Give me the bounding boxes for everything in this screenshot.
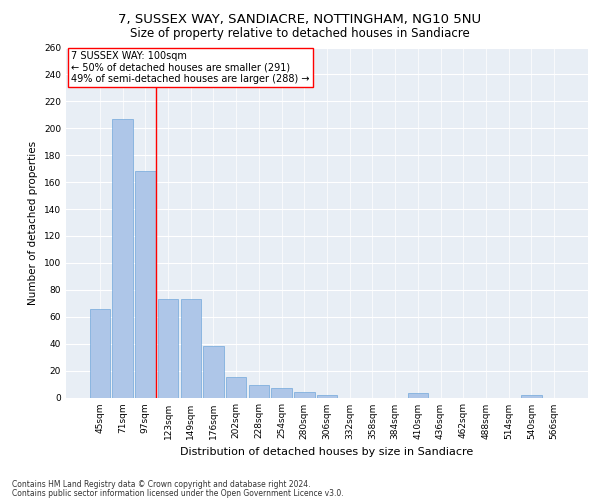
Bar <box>112 119 133 398</box>
Bar <box>521 395 542 398</box>
Bar <box>181 299 201 398</box>
Bar <box>271 388 292 398</box>
Text: 7 SUSSEX WAY: 100sqm
← 50% of detached houses are smaller (291)
49% of semi-deta: 7 SUSSEX WAY: 100sqm ← 50% of detached h… <box>71 51 310 84</box>
Bar <box>135 172 155 398</box>
X-axis label: Distribution of detached houses by size in Sandiacre: Distribution of detached houses by size … <box>181 447 473 457</box>
Text: 7, SUSSEX WAY, SANDIACRE, NOTTINGHAM, NG10 5NU: 7, SUSSEX WAY, SANDIACRE, NOTTINGHAM, NG… <box>118 12 482 26</box>
Bar <box>248 386 269 398</box>
Bar <box>317 395 337 398</box>
Bar <box>90 308 110 398</box>
Bar <box>203 346 224 398</box>
Text: Contains HM Land Registry data © Crown copyright and database right 2024.: Contains HM Land Registry data © Crown c… <box>12 480 311 489</box>
Bar <box>158 299 178 398</box>
Y-axis label: Number of detached properties: Number of detached properties <box>28 140 38 304</box>
Text: Size of property relative to detached houses in Sandiacre: Size of property relative to detached ho… <box>130 28 470 40</box>
Bar <box>407 394 428 398</box>
Bar <box>226 378 247 398</box>
Text: Contains public sector information licensed under the Open Government Licence v3: Contains public sector information licen… <box>12 488 344 498</box>
Bar <box>294 392 314 398</box>
